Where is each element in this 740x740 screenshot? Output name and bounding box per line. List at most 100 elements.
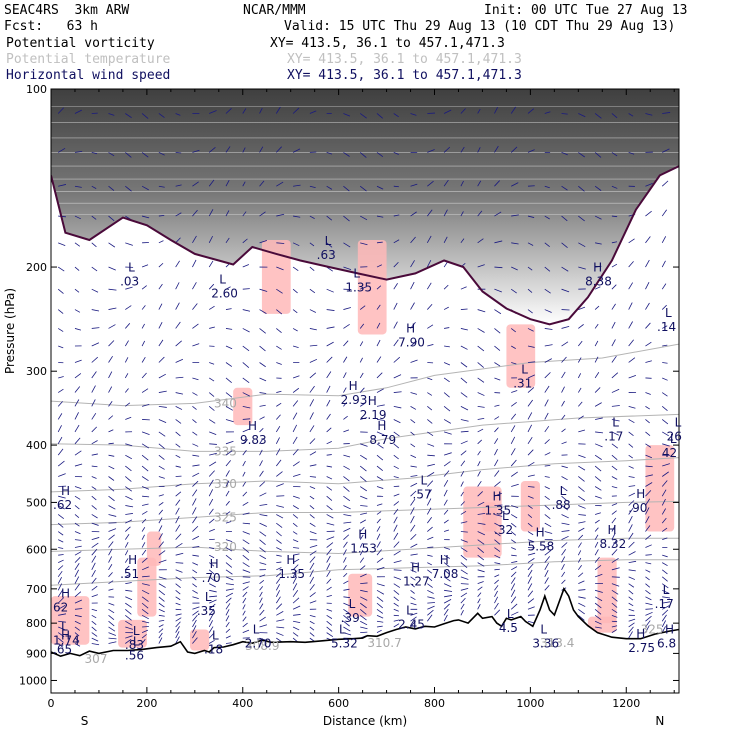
wind-vector [141,305,146,310]
wind-vector [443,261,448,268]
extremum-marker: H [492,489,501,503]
wind-vector [74,424,80,433]
wind-vector [326,514,334,519]
wind-vector [544,266,551,272]
wind-vector [292,266,299,272]
y-tick-label: 900 [26,647,47,660]
wind-vector [141,215,150,219]
wind-vector [225,562,233,568]
wind-vector [527,387,535,393]
wind-vector [225,377,232,384]
wind-vector [293,215,301,218]
wind-vector [343,266,352,271]
wind-vector [141,503,149,506]
wind-vector [309,550,317,556]
wind-vector [578,534,584,540]
wind-vector [175,576,182,581]
wind-vector [292,387,300,393]
wind-vector [594,620,602,625]
extremum-value: .56 [125,649,144,663]
wind-vector [309,425,315,433]
y-tick-label: 700 [26,583,47,596]
wind-vector [326,522,335,526]
wind-vector [376,608,384,614]
wind-vector [343,454,351,458]
wind-vector [494,470,500,477]
wind-vector [57,448,64,456]
wind-vector [225,628,231,633]
wind-vector [511,242,519,245]
wind-vector [74,463,83,467]
wind-vector [57,531,64,536]
wind-vector [343,242,351,248]
wind-vector [594,465,602,472]
wind-vector [661,508,667,515]
wind-vector [494,211,502,217]
wind-vector [427,463,435,467]
wind-vector [594,556,600,563]
wind-vector [208,147,216,153]
wind-vector [276,611,284,616]
wind-vector [477,377,485,383]
isentrope-label: 330 [214,477,237,491]
wind-vector [426,282,432,290]
organization: NCAR/MMM [243,3,306,18]
wind-vector [343,565,347,571]
wind-vector [443,519,449,524]
wind-vector [443,284,449,290]
wind-vector [645,525,651,532]
wind-vector [359,615,367,621]
wind-vector [477,604,481,610]
wind-vector [477,345,485,352]
wind-vector [276,603,283,610]
wind-vector [91,465,98,468]
wind-vector [611,419,620,422]
wind-vector [645,482,653,487]
wind-vector [494,145,499,153]
wind-vector [125,242,133,246]
wind-vector [242,471,246,477]
wind-vector [645,589,651,595]
extremum-marker: H [406,321,415,335]
wind-vector [561,341,569,347]
wind-vector [141,404,150,407]
wind-vector [376,431,385,436]
wind-vector [192,282,197,290]
wind-vector [276,561,282,563]
wind-vector [527,436,533,445]
wind-vector [276,531,282,537]
wind-vector [141,620,150,624]
wind-vector [343,626,351,632]
wind-vector [426,235,432,244]
wind-vector [426,614,433,622]
wind-vector [376,476,384,481]
wind-vector [594,152,602,158]
extremum-marker: H [593,260,602,274]
wind-vector [393,516,398,524]
wind-vector [192,614,198,622]
wind-vector [192,489,198,497]
wind-vector [393,476,399,479]
wind-vector [175,431,181,437]
wind-vector [225,603,231,610]
extremum-value: 1.35 [278,567,305,581]
south-marker: S [81,714,89,728]
wind-vector [661,180,669,187]
wind-vector [108,514,117,517]
wind-vector [309,514,315,519]
wind-vector [108,541,114,548]
wind-vector [108,588,114,591]
wind-vector [611,540,617,548]
wind-vector [544,358,552,363]
wind-vector [108,324,116,329]
extremum-marker: H [61,587,70,601]
wind-vector [192,535,200,541]
wind-vector [326,326,335,329]
wind-vector [74,359,82,363]
wind-vector [410,302,415,310]
wind-vector [628,500,635,506]
wind-vector [662,589,670,594]
wind-vector [527,149,535,153]
wind-vector [74,608,83,610]
wind-vector [309,614,316,618]
